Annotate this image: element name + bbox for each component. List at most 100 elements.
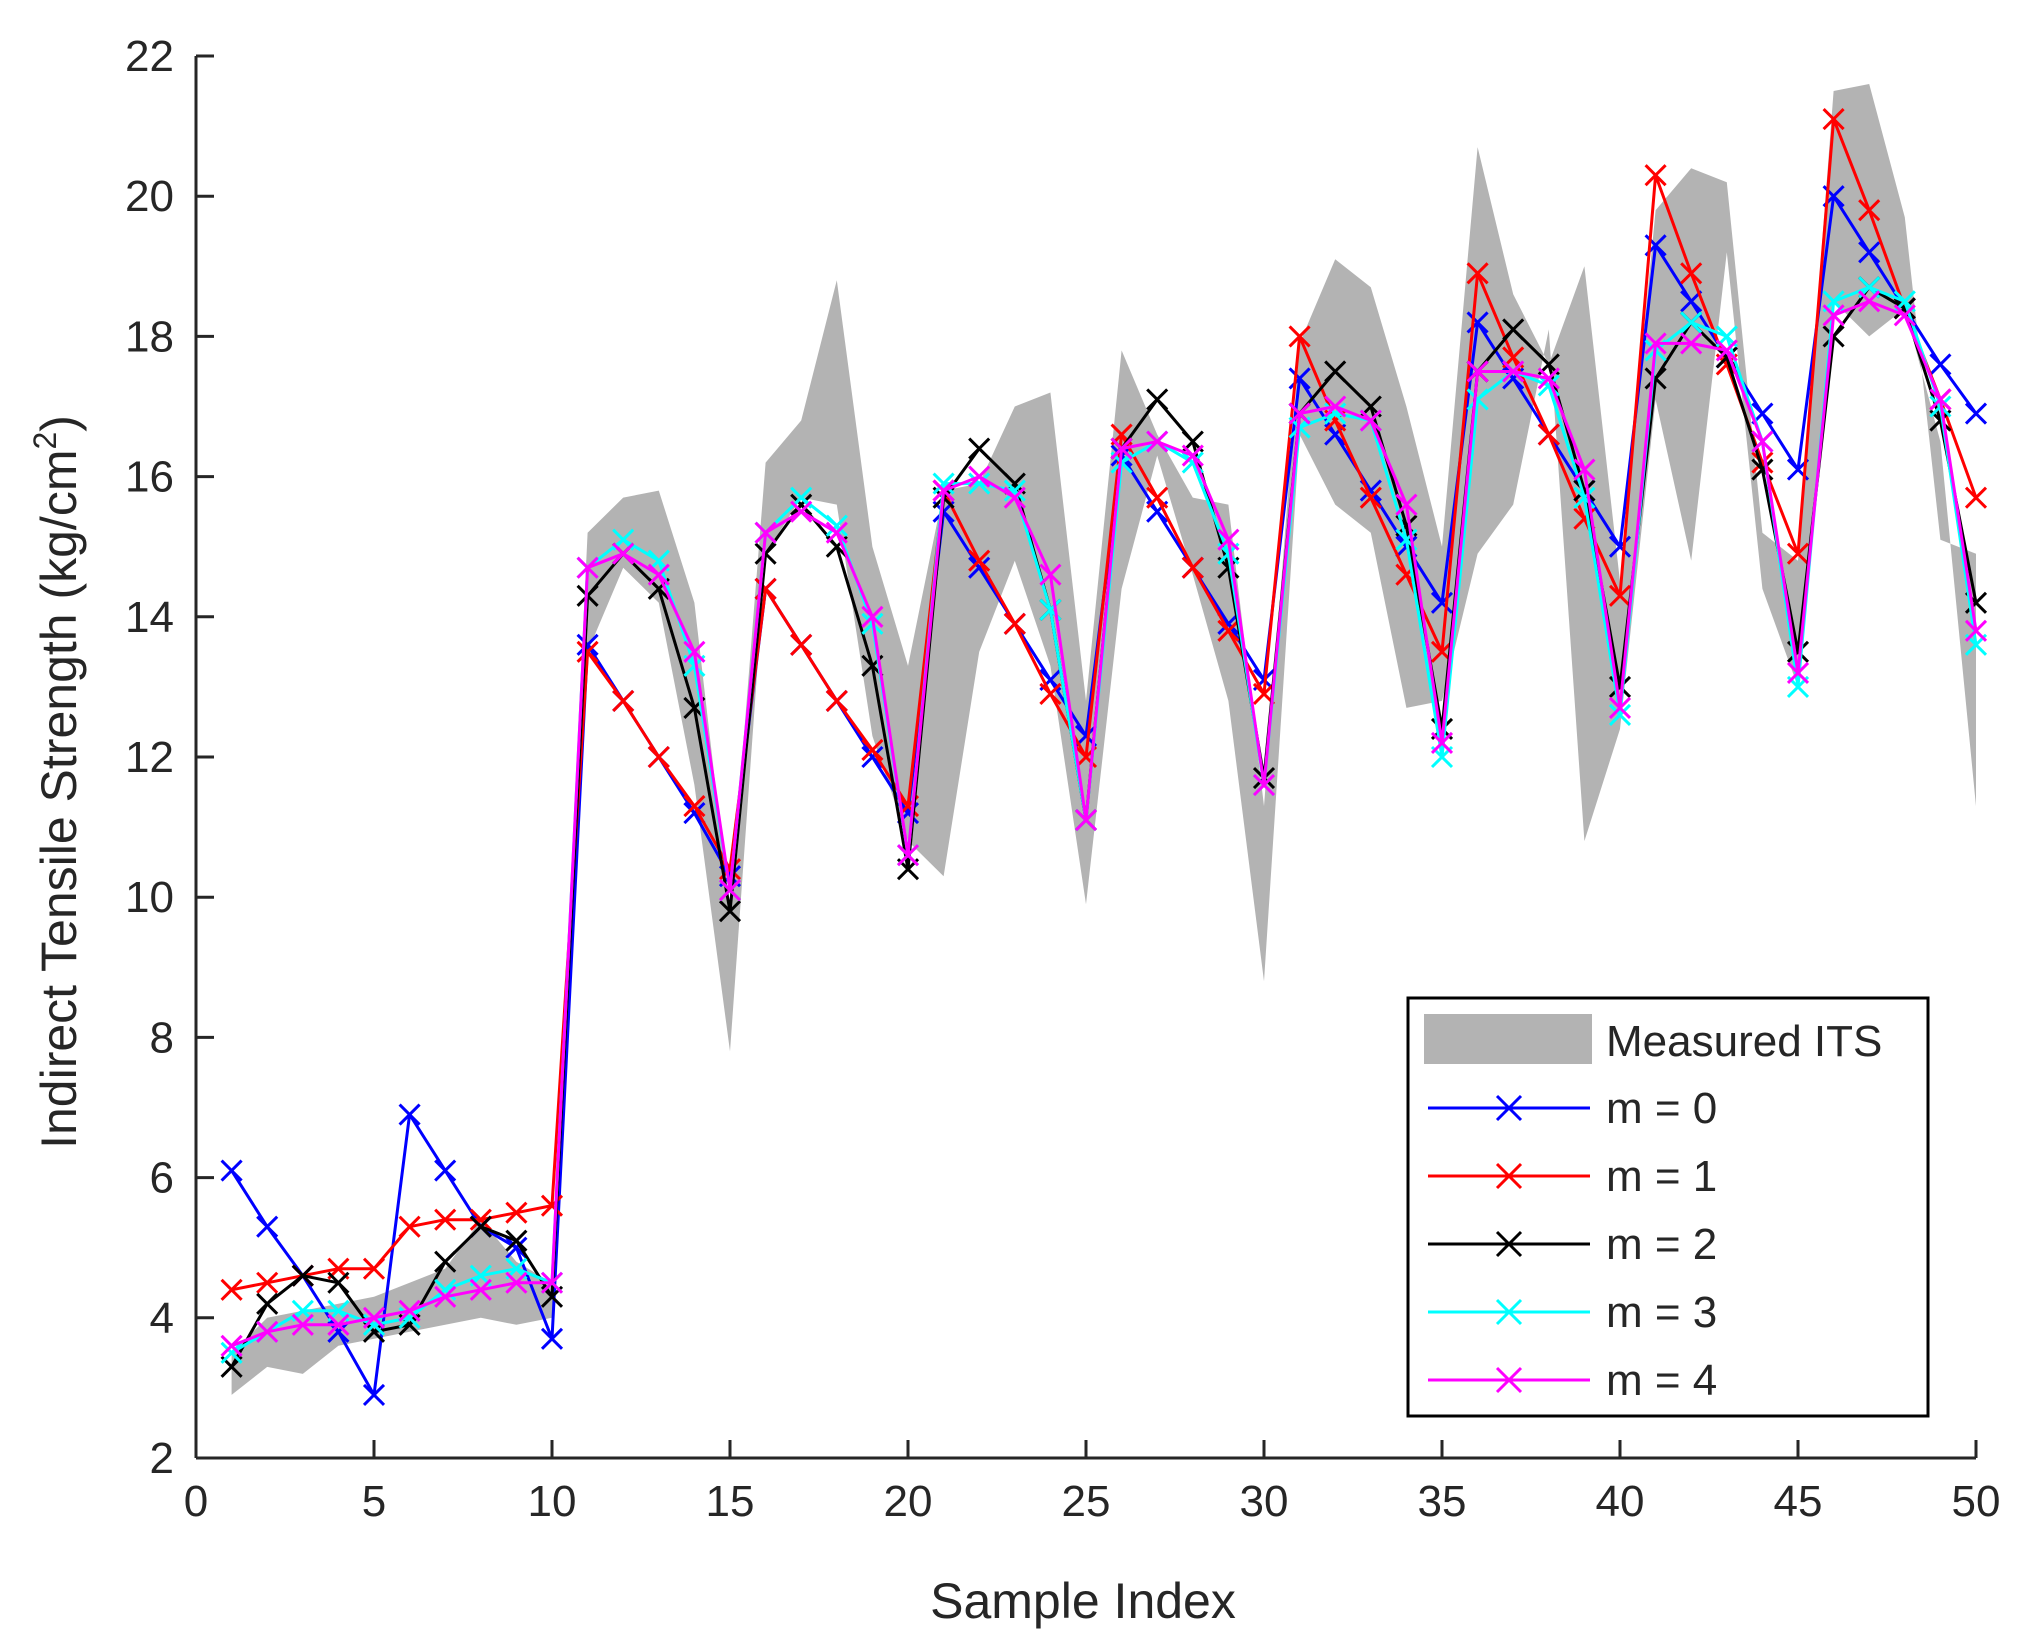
y-tick-label: 18 [125, 312, 174, 361]
y-tick-label: 20 [125, 172, 174, 221]
series-m2-marker [1324, 360, 1347, 383]
y-tick-label: 14 [125, 593, 174, 642]
legend-label-band: Measured ITS [1606, 1017, 1882, 1066]
legend-entry-m0: m = 0 [1428, 1084, 1717, 1133]
series-m1-marker [1217, 619, 1240, 642]
series-m4-marker [256, 1320, 279, 1343]
series-m4-marker [1822, 304, 1845, 327]
series-m0-marker [505, 1236, 528, 1259]
series-m2-marker [754, 542, 777, 565]
legend-box [1406, 996, 1930, 1418]
series-m4-marker [1146, 430, 1169, 453]
series-m4-marker [291, 1313, 314, 1336]
series-m4-line [231, 299, 1978, 1348]
series-m4-marker [576, 556, 599, 579]
series-m1-marker [362, 1257, 386, 1280]
series-m1-marker [1288, 325, 1311, 348]
legend-entry-m4: m = 4 [1428, 1356, 1717, 1405]
series-m4-marker [362, 1306, 386, 1329]
x-tick-label: 10 [528, 1477, 577, 1526]
series-m0-marker [1680, 290, 1703, 313]
series-m3-marker [825, 514, 848, 537]
legend-entry-m0-label: m = 0 [1606, 1084, 1717, 1133]
series-m4-marker [469, 1278, 492, 1301]
series-m2-marker [718, 900, 742, 923]
series-m4-marker [1074, 809, 1098, 832]
legend-entry-m2: m = 2 [1428, 1220, 1717, 1269]
series-m0-marker [540, 1327, 564, 1350]
x-tick-label: 5 [362, 1477, 386, 1526]
legend-entry-m0-marker [1495, 1094, 1523, 1122]
series-m2-marker [327, 1271, 350, 1294]
series-m1-marker [968, 549, 991, 572]
series-m0-marker [861, 745, 884, 769]
series-m1-marker [861, 738, 884, 762]
legend-entry-m2-marker [1495, 1230, 1523, 1258]
series-m1-marker [505, 1201, 528, 1224]
series-layer [220, 108, 1988, 1406]
legend-swatch-band [1424, 1014, 1592, 1064]
series-m4-marker [1502, 360, 1525, 383]
series-m3-marker [1608, 703, 1632, 727]
x-tick-label: 35 [1418, 1477, 1467, 1526]
series-m3-marker [968, 472, 991, 495]
series-m4-marker [754, 521, 777, 544]
series-m4-marker [1751, 430, 1774, 453]
series-m1-marker [1644, 164, 1667, 187]
series-m0-marker [1858, 241, 1881, 264]
series-m4-marker [1039, 563, 1062, 586]
series-m0-marker [1608, 535, 1632, 558]
series-m4-marker [1324, 395, 1347, 418]
series-m4-marker [1110, 437, 1133, 460]
series-m4-marker [505, 1271, 528, 1294]
measured-its-area [231, 84, 1977, 1395]
measured-its-band [231, 84, 1977, 1395]
y-axis-label-superscript: 2 [27, 432, 63, 450]
series-m1-marker [434, 1208, 457, 1231]
series-m1-marker [469, 1208, 492, 1231]
series-m2-marker [1644, 367, 1667, 390]
legend-entry-m1: m = 1 [1428, 1152, 1717, 1201]
series-m4-marker [1003, 486, 1026, 509]
series-m1-marker [1359, 486, 1382, 509]
series-m4-marker [1858, 290, 1881, 313]
series-m4-marker [1680, 332, 1703, 355]
legend: Measured ITS m = 0 m = 1 m = 2 m = 3 m = 4 [1406, 996, 1930, 1418]
series-m1-marker [1181, 556, 1204, 579]
series-m4-marker [1537, 367, 1560, 390]
series-m1-marker [790, 633, 813, 656]
series-m4-marker [1964, 619, 1988, 642]
x-tick-label: 40 [1596, 1477, 1645, 1526]
series-m2-marker [505, 1229, 528, 1252]
series-m1-marker [576, 640, 599, 663]
series-m1-marker [612, 689, 635, 712]
series-m4-marker [718, 879, 742, 902]
series-m4-marker [968, 465, 991, 488]
series-m2-marker [256, 1292, 279, 1315]
series-m2-marker [469, 1215, 492, 1238]
series-m2-marker [1893, 297, 1916, 320]
x-tick-label: 50 [1952, 1477, 2001, 1526]
series-m2-marker [1146, 388, 1169, 411]
series-m1-marker [1680, 262, 1703, 285]
series-m1-marker [683, 795, 706, 818]
series-m4-marker [1288, 402, 1311, 425]
series-m2-marker [1502, 318, 1525, 341]
series-m4-marker [647, 563, 670, 586]
x-tick-label: 25 [1062, 1477, 1111, 1526]
x-tick-label: 45 [1774, 1477, 1823, 1526]
series-m2-marker [790, 493, 813, 516]
series-m1-marker [1003, 612, 1026, 635]
x-tick-label: 0 [184, 1477, 208, 1526]
series-m4-marker [1893, 304, 1916, 327]
series-m4-marker [1573, 458, 1596, 481]
legend-series: m = 0 m = 1 m = 2 m = 3 m = 4 [1428, 1084, 1717, 1405]
series-m0-marker [220, 1159, 243, 1182]
legend-entry-m4-label: m = 4 [1606, 1356, 1717, 1405]
series-m3-marker [1680, 311, 1703, 334]
legend-entry-m3: m = 3 [1428, 1288, 1717, 1337]
series-m1-marker [647, 745, 670, 769]
series-m4-marker [220, 1334, 243, 1357]
series-m0-marker [256, 1215, 279, 1238]
